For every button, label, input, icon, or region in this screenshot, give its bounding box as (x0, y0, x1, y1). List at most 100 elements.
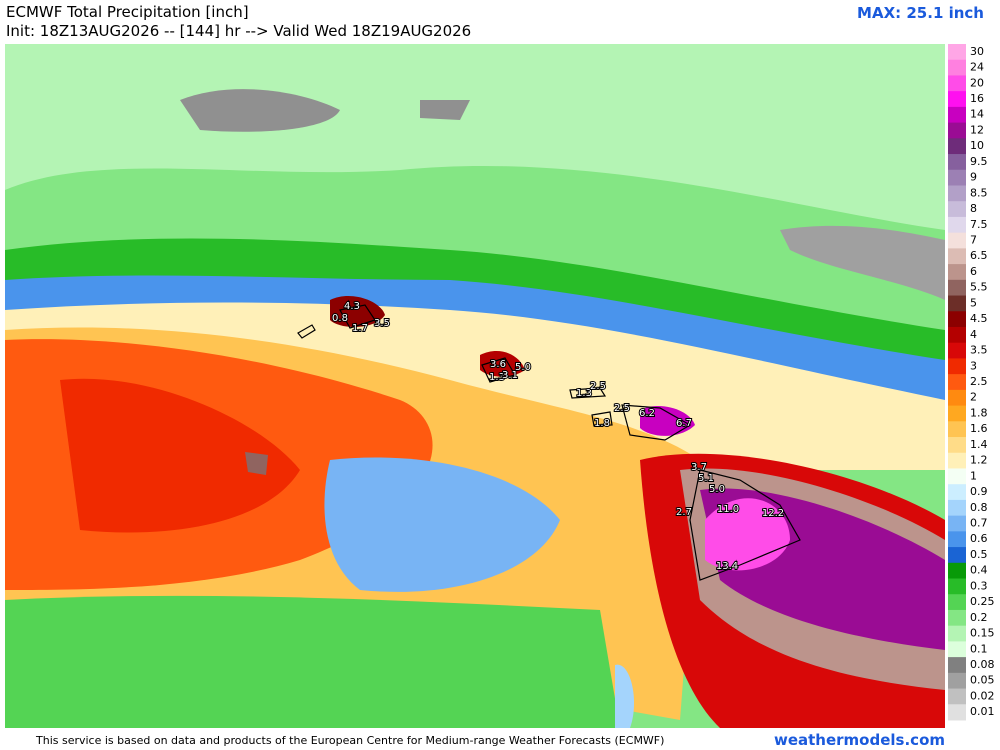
colorbar-cell (948, 75, 966, 92)
colorbar-label: 6 (970, 265, 977, 278)
colorbar-label: 7.5 (970, 218, 988, 231)
footer-note: This service is based on data and produc… (36, 734, 665, 747)
coastlines (297, 304, 801, 581)
colorbar-label: 1.2 (970, 454, 988, 467)
colorbar-cell (948, 91, 966, 108)
colorbar-cell (948, 547, 966, 564)
colorbar-label: 7 (970, 234, 977, 247)
colorbar-label: 0.05 (970, 674, 995, 687)
colorbar-cell (948, 232, 966, 249)
colorbar-label: 20 (970, 76, 984, 89)
colorbar-cell (948, 248, 966, 265)
colorbar-cell (948, 154, 966, 171)
colorbar-label: 12 (970, 123, 984, 136)
map-labels: 4.30.81.7 3.53.6 5.01.33.11.32.52.51.86.26… (331, 300, 785, 573)
colorbar-label: 0.9 (970, 485, 988, 498)
map-label: 11.0 (717, 504, 739, 515)
colorbar-label: 0.8 (970, 501, 988, 514)
colorbar-label: 8.5 (970, 186, 988, 199)
colorbar-label: 4 (970, 328, 977, 341)
colorbar-label: 9 (970, 171, 977, 184)
colorbar-label: 9.5 (970, 155, 988, 168)
colorbar-cell (948, 405, 966, 422)
map-label: 0.8 (332, 313, 348, 324)
colorbar-label: 1.6 (970, 422, 988, 435)
map-label: 13.4 (716, 561, 738, 572)
colorbar-cell (948, 704, 966, 721)
colorbar-cell (948, 264, 966, 281)
colorbar-label: 14 (970, 108, 984, 121)
colorbar-cell (948, 452, 966, 469)
colorbar-cell (948, 358, 966, 375)
colorbar-cell (948, 389, 966, 407)
colorbar-label: 0.01 (970, 705, 995, 718)
colorbar-cell (948, 421, 966, 438)
colorbar-label: 0.4 (970, 564, 988, 577)
colorbar-cell (948, 609, 966, 627)
colorbar-cell (948, 138, 966, 155)
colorbar-cell (948, 122, 966, 139)
colorbar-cell (948, 641, 966, 658)
colorbar-cell (948, 59, 966, 76)
colorbar-cell (948, 562, 966, 580)
site-link[interactable]: weathermodels.com (773, 731, 945, 749)
map-label: 12.2 (762, 508, 784, 519)
colorbar-cell (948, 374, 966, 391)
subtitle: Init: 18Z13AUG2026 -- [144] hr --> Valid… (6, 22, 472, 40)
colorbar-label: 0.7 (970, 516, 988, 529)
colorbar-label: 0.1 (970, 642, 988, 655)
colorbar-label: 5 (970, 296, 977, 309)
colorbar-cell (948, 515, 966, 532)
colorbar-label: 0.3 (970, 579, 988, 592)
colorbar-label: 4.5 (970, 312, 988, 325)
map-label: 5.1 (698, 473, 714, 484)
map-label: 2.5 (590, 381, 606, 392)
colorbar-cell (948, 625, 966, 642)
map-label: 3.6 (490, 359, 506, 370)
colorbar-label: 1.4 (970, 438, 988, 451)
map-label: 2.5 (614, 403, 630, 414)
colorbar-cell (948, 201, 966, 218)
colorbar-label: 0.6 (970, 532, 988, 545)
colorbar-cell (948, 437, 966, 454)
map-label: 3.5 (374, 318, 390, 329)
colorbar-cell (948, 531, 966, 548)
colorbar-cell (948, 279, 966, 297)
colorbar-cell (948, 295, 966, 312)
colorbar-cell (948, 169, 966, 186)
colorbar: 302420161412109.598.587.576.565.554.543.… (948, 44, 995, 721)
max-value: MAX: 25.1 inch (857, 4, 984, 22)
map-label: 6.2 (639, 408, 655, 419)
colorbar-label: 16 (970, 92, 984, 105)
map-label: 2.7 (676, 507, 692, 518)
colorbar-label: 6.5 (970, 249, 988, 262)
map-label: 1.3 (576, 388, 592, 399)
colorbar-label: 1.8 (970, 406, 988, 419)
colorbar-cell (948, 311, 966, 328)
colorbar-label: 0.2 (970, 611, 988, 624)
colorbar-label: 24 (970, 61, 984, 74)
map-label: 1.7 (352, 323, 368, 334)
colorbar-cell (948, 216, 966, 234)
title: ECMWF Total Precipitation [inch] (6, 3, 249, 21)
map-label: 4.3 (344, 301, 360, 312)
map-label: 1.8 (594, 418, 610, 429)
colorbar-label: 3 (970, 359, 977, 372)
colorbar-cell (948, 594, 966, 611)
colorbar-cell (948, 484, 966, 501)
colorbar-label: 8 (970, 202, 977, 215)
colorbar-label: 3.5 (970, 344, 988, 357)
colorbar-label: 1 (970, 469, 977, 482)
map-label: 5.0 (515, 362, 531, 373)
colorbar-cell (948, 106, 966, 124)
colorbar-cell (948, 578, 966, 595)
map-label: 3.7 (691, 462, 707, 473)
colorbar-label: 0.15 (970, 627, 995, 640)
map-label: 5.0 (709, 484, 725, 495)
colorbar-cell (948, 688, 966, 705)
colorbar-cell (948, 342, 966, 359)
colorbar-label: 0.08 (970, 658, 995, 671)
colorbar-label: 0.25 (970, 595, 995, 608)
